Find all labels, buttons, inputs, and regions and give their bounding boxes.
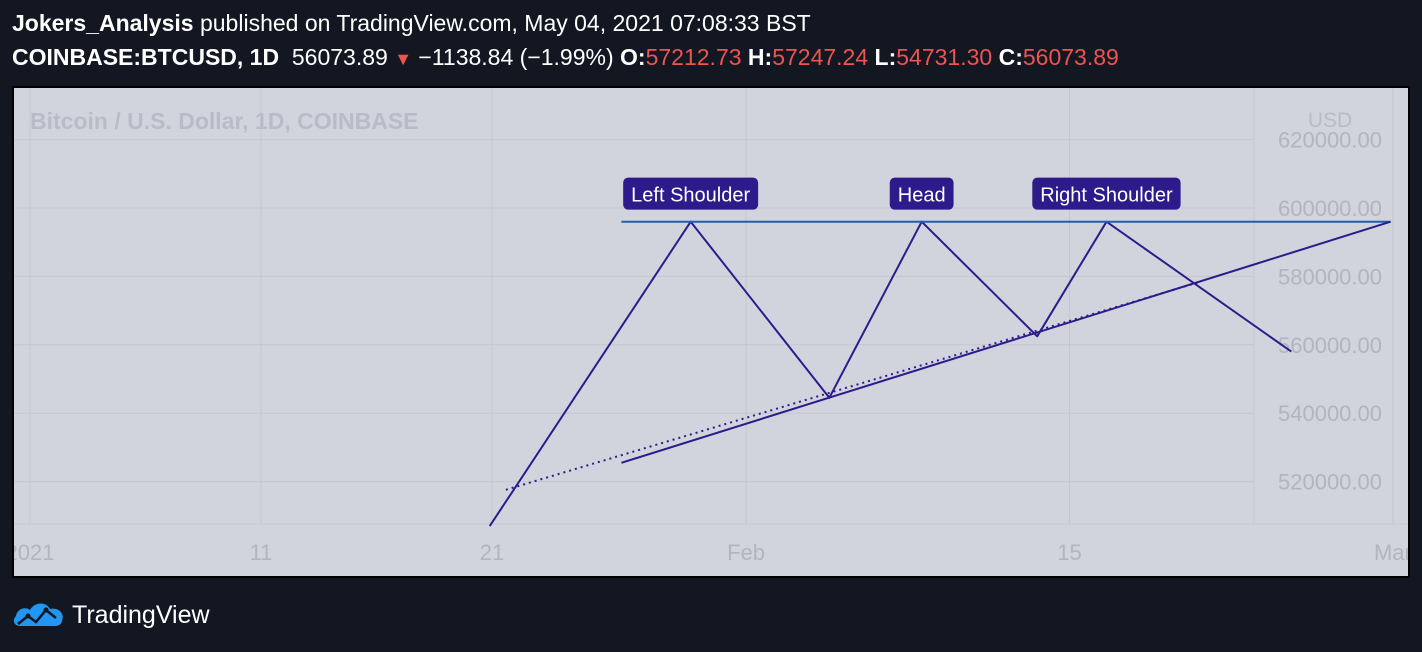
y-tick-label: 520000.00 bbox=[1278, 470, 1382, 495]
high-label: H: bbox=[747, 44, 773, 70]
pattern-label-text: Right Shoulder bbox=[1040, 185, 1173, 207]
chart-header: Jokers_Analysis published on TradingView… bbox=[12, 8, 1119, 74]
open-label: O: bbox=[620, 44, 646, 70]
pattern-label-box bbox=[1032, 177, 1181, 210]
pattern-label-right-shoulder[interactable]: Right Shoulder bbox=[1032, 177, 1181, 210]
chart-title: Bitcoin / U.S. Dollar, 1D, COINBASE bbox=[30, 108, 419, 134]
symbol-label[interactable]: COINBASE:BTCUSD, 1D bbox=[12, 44, 280, 70]
chart-canvas[interactable]: Bitcoin / U.S. Dollar, 1D, COINBASE USD … bbox=[14, 88, 1408, 576]
pattern-path[interactable] bbox=[488, 220, 1292, 527]
y-tick-label: 620000.00 bbox=[1278, 128, 1382, 153]
high-value: 57247.24 bbox=[772, 44, 869, 70]
quote-line: COINBASE:BTCUSD, 1D 56073.89 ▼ −1138.84 … bbox=[12, 42, 1119, 74]
y-tick-label: 580000.00 bbox=[1278, 264, 1382, 289]
pattern-label-text: Head bbox=[898, 185, 946, 207]
price-axis[interactable]: 620000.00 600000.00 580000.00 560000.00 5400… bbox=[1278, 128, 1382, 495]
chart-panel[interactable]: Bitcoin / U.S. Dollar, 1D, COINBASE USD … bbox=[12, 86, 1410, 578]
y-tick-label: 560000.00 bbox=[1278, 333, 1382, 358]
publish-line: Jokers_Analysis published on TradingView… bbox=[12, 8, 1119, 38]
x-tick-label: 21 bbox=[480, 540, 504, 565]
rising-trendline[interactable] bbox=[621, 220, 1391, 464]
author-name[interactable]: Jokers_Analysis bbox=[12, 10, 194, 36]
x-tick-label: 2021 bbox=[14, 540, 54, 565]
low-value: 54731.30 bbox=[896, 44, 993, 70]
pattern-label-head[interactable]: Head bbox=[889, 177, 954, 210]
y-tick-label: 540000.00 bbox=[1278, 401, 1382, 426]
x-tick-label: 11 bbox=[250, 540, 273, 565]
currency-label: USD bbox=[1308, 109, 1352, 132]
pattern-label-box bbox=[623, 177, 759, 210]
y-tick-label: 600000.00 bbox=[1278, 196, 1382, 221]
dotted-trendline[interactable] bbox=[505, 281, 1200, 491]
grid-lines bbox=[14, 88, 1394, 524]
footer: TradingView bbox=[12, 598, 210, 632]
close-label: C: bbox=[998, 44, 1023, 70]
pattern-drawings[interactable] bbox=[488, 220, 1391, 527]
x-tick-label: Feb bbox=[727, 540, 765, 565]
time-axis[interactable]: 20211121Feb15Mar15 bbox=[14, 540, 1408, 565]
pattern-labels[interactable]: Left Shoulder Head Right Shoulder bbox=[623, 177, 1181, 210]
pattern-label-box bbox=[889, 177, 954, 210]
open-value: 57212.73 bbox=[645, 44, 742, 70]
last-price: 56073.89 bbox=[291, 44, 388, 70]
brand-name[interactable]: TradingView bbox=[72, 600, 210, 629]
published-text: published on TradingView.com, May 04, 20… bbox=[199, 10, 811, 36]
down-arrow-icon: ▼ bbox=[394, 49, 413, 69]
price-change: −1138.84 (−1.99%) bbox=[418, 44, 614, 70]
pattern-label-text: Left Shoulder bbox=[631, 185, 750, 207]
low-label: L: bbox=[874, 44, 897, 70]
x-tick-label: Mar bbox=[1374, 540, 1408, 565]
x-tick-label: 15 bbox=[1057, 540, 1081, 565]
pattern-label-left-shoulder[interactable]: Left Shoulder bbox=[623, 177, 759, 210]
tradingview-cloud-icon[interactable] bbox=[12, 598, 66, 632]
close-value: 56073.89 bbox=[1022, 44, 1119, 70]
